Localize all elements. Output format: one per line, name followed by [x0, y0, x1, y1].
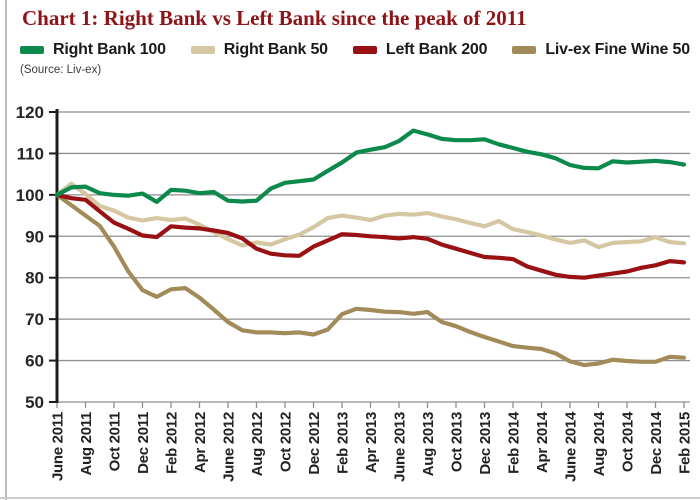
x-tick-label: Aug 2014 [591, 411, 608, 476]
chart-title-text: Right Bank vs Left Bank since the peak o… [98, 6, 527, 30]
x-tick-label: Aug 2011 [78, 412, 95, 475]
legend-item-right-bank-50: Right Bank 50 [190, 41, 328, 59]
y-tick-label: 50 [25, 393, 44, 412]
x-tick-label: Aug 2013 [420, 412, 437, 476]
x-tick-label: June 2011 [50, 412, 67, 481]
x-tick-label: Apr 2012 [192, 412, 209, 473]
y-tick-label: 60 [25, 352, 44, 371]
y-tick-label: 120 [16, 103, 44, 122]
series-line-right-bank-50 [54, 181, 687, 250]
y-tick-label: 80 [25, 269, 44, 288]
x-tick-label: Feb 2012 [164, 412, 181, 474]
y-tick-label: 110 [17, 144, 44, 163]
chart-title-prefix: Chart 1: [22, 6, 99, 30]
legend-item-livex-fine-wine-50: Liv-ex Fine Wine 50 [512, 41, 690, 59]
x-tick-label: Apr 2013 [363, 412, 380, 473]
x-tick-label: Dec 2014 [648, 411, 665, 475]
x-tick-label: Feb 2014 [506, 411, 523, 474]
x-tick-label: Apr 2014 [534, 411, 551, 473]
legend-item-left-bank-200: Left Bank 200 [352, 41, 488, 59]
source-note: (Source: Liv-ex) [20, 64, 102, 76]
page-left-rule [5, 0, 7, 500]
series-line-left-bank-200 [54, 192, 687, 280]
y-tick-label: 70 [25, 310, 44, 329]
y-tick-label: 90 [25, 227, 44, 246]
x-tick-label: Feb 2013 [335, 412, 352, 474]
x-tick-label: Oct 2013 [449, 412, 466, 472]
legend-swatch-right-bank-50 [190, 46, 215, 54]
series-line-liv-ex-fine-wine-50 [54, 192, 687, 368]
page-bottom-rule [0, 497, 700, 499]
legend-label: Liv-ex Fine Wine 50 [545, 41, 690, 58]
x-tick-label: Dec 2013 [477, 412, 494, 475]
x-tick-label: June 2014 [563, 411, 580, 482]
x-tick-label: June 2013 [392, 412, 409, 482]
x-tick-label: Aug 2012 [249, 412, 266, 476]
x-tick-label: Oct 2014 [620, 411, 637, 472]
legend-swatch-left-bank-200 [352, 46, 377, 54]
legend-label: Right Bank 100 [53, 41, 166, 58]
legend-label: Right Bank 50 [223, 41, 328, 58]
y-tick-label: 100 [16, 186, 44, 205]
x-tick-label: Feb 2015 [677, 412, 694, 474]
chart-title: Chart 1: Right Bank vs Left Bank since t… [22, 5, 527, 31]
series-line-right-bank-100 [54, 128, 687, 204]
legend: Right Bank 100 Right Bank 50 Left Bank 2… [20, 41, 690, 59]
legend-swatch-right-bank-100 [20, 46, 44, 54]
legend-swatch-livex-fine-wine-50 [512, 46, 537, 54]
x-tick-label: Oct 2011 [107, 412, 124, 471]
x-tick-label: Oct 2012 [278, 412, 295, 472]
x-tick-label: June 2012 [221, 412, 238, 482]
legend-item-right-bank-100: Right Bank 100 [20, 41, 166, 59]
legend-label: Left Bank 200 [385, 41, 488, 58]
x-tick-label: Dec 2012 [306, 412, 323, 475]
x-tick-label: Dec 2011 [135, 412, 152, 474]
